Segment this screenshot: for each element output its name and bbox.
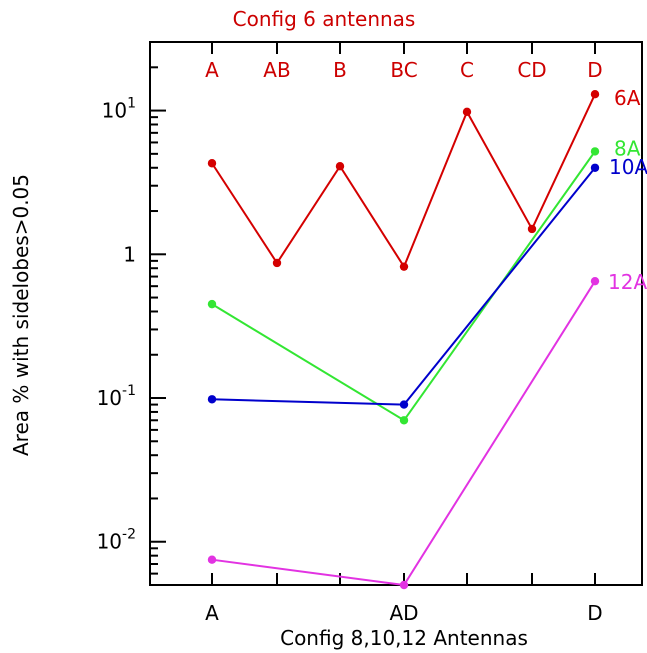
series-label-6a: 6A (614, 86, 641, 110)
y-tick-label: 10-1 (97, 383, 136, 410)
data-point-12a (207, 555, 217, 564)
top-x-tick-label: AB (263, 58, 290, 82)
data-point-12a (590, 276, 600, 286)
data-point-10a (207, 395, 217, 404)
data-point-6a (207, 159, 217, 168)
series-line-10a (211, 167, 596, 406)
series-line-6a (211, 93, 596, 269)
x-axis-label: Config 8,10,12 Antennas (280, 626, 528, 650)
data-point-8a (207, 299, 217, 309)
data-point-10a (590, 163, 600, 172)
bottom-x-tick-label: AD (389, 601, 418, 625)
data-point-6a (462, 107, 472, 117)
data-point-6a (272, 258, 282, 268)
data-point-6a (527, 224, 537, 234)
data-point-10a (399, 400, 409, 409)
series-line-12a (211, 280, 596, 587)
chart-title: Config 6 antennas (233, 7, 416, 31)
top-x-tick-label: CD (517, 58, 546, 82)
y-tick-label: 101 (102, 96, 136, 123)
series-label-8a: 8A (614, 136, 641, 160)
data-point-8a (590, 147, 600, 156)
top-x-tick-label: BC (390, 58, 417, 82)
y-tick-label: 10-2 (97, 527, 136, 554)
top-x-tick-label: D (587, 58, 602, 82)
series-line-8a (211, 150, 596, 422)
top-x-tick-label: C (460, 58, 474, 82)
series-label-10a: 10A (609, 155, 647, 179)
top-x-tick-label: B (333, 58, 347, 82)
bottom-x-tick-label: D (587, 601, 602, 625)
top-x-tick-label: A (205, 58, 219, 82)
series-label-12a: 12A (608, 270, 647, 294)
plot-frame (149, 41, 643, 586)
y-axis-label: Area % with sidelobes>0.05 (9, 174, 33, 456)
data-point-6a (399, 262, 409, 271)
y-tick-label: 1 (123, 242, 136, 266)
data-point-6a (335, 162, 345, 171)
data-point-8a (399, 416, 409, 425)
data-point-12a (399, 580, 409, 590)
data-point-6a (590, 89, 600, 99)
bottom-x-tick-label: A (205, 601, 219, 625)
